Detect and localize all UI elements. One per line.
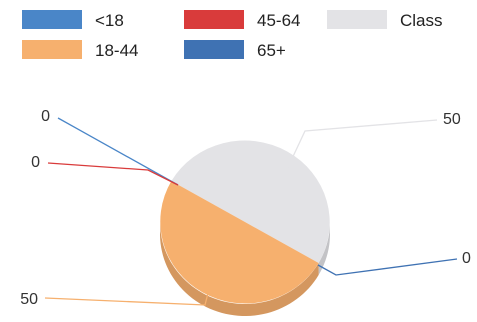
pie-body xyxy=(160,140,330,316)
legend-label-under-18: <18 xyxy=(95,11,124,30)
legend-label-45-64: 45-64 xyxy=(257,11,300,30)
leader-line-class xyxy=(281,119,438,181)
legend-label-class: Class xyxy=(400,11,443,30)
pie-side-class xyxy=(318,224,330,275)
legend-swatch-45-64 xyxy=(184,10,244,29)
leader-line-under-18 xyxy=(57,117,179,186)
chart-legend: <18 45-64 Class 18-44 65+ xyxy=(22,10,443,60)
legend-label-65-plus: 65+ xyxy=(257,41,286,60)
data-label-under-18: 0 xyxy=(41,108,50,125)
leader-line-18-44 xyxy=(44,284,211,306)
pie-slice-class xyxy=(171,140,330,263)
data-labels: 0 0 50 50 0 xyxy=(20,108,471,308)
legend-swatch-65-plus xyxy=(184,40,244,59)
leader-line-45-64 xyxy=(47,162,179,186)
legend-label-18-44: 18-44 xyxy=(95,41,138,60)
data-label-65-plus: 0 xyxy=(462,250,471,267)
legend-swatch-class xyxy=(327,10,387,29)
legend-swatch-under-18 xyxy=(22,10,82,29)
data-label-45-64: 0 xyxy=(31,154,40,171)
pie-side-18-44 xyxy=(160,223,319,316)
legend-swatch-18-44 xyxy=(22,40,82,59)
data-label-class: 50 xyxy=(443,111,461,128)
data-label-18-44: 50 xyxy=(20,291,38,308)
leader-line-65-plus xyxy=(317,258,458,276)
pie-slice-18-44 xyxy=(160,181,319,304)
